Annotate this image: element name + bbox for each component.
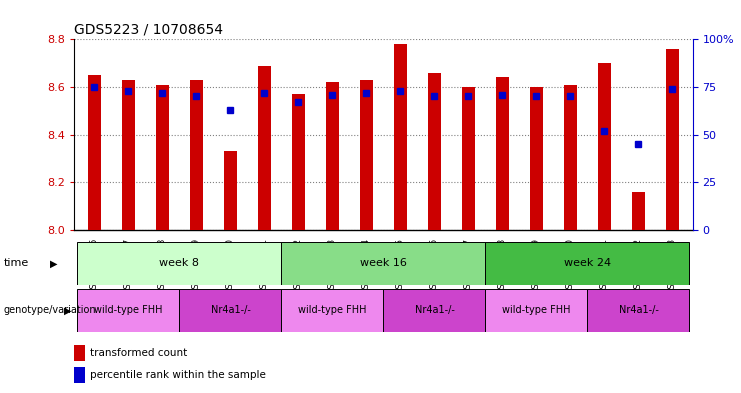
Text: week 8: week 8 [159, 258, 199, 268]
Text: Nr4a1-/-: Nr4a1-/- [414, 305, 454, 316]
Text: ▶: ▶ [50, 258, 57, 268]
Text: wild-type FHH: wild-type FHH [298, 305, 367, 316]
Bar [631, 192, 645, 230]
Bar [326, 82, 339, 230]
Text: week 24: week 24 [564, 258, 611, 268]
Bar [78, 289, 179, 332]
Text: wild-type FHH: wild-type FHH [94, 305, 163, 316]
Bar [588, 289, 689, 332]
Bar [292, 94, 305, 230]
Text: ▶: ▶ [64, 305, 72, 316]
Bar [74, 345, 85, 362]
Bar [190, 80, 203, 230]
Text: transformed count: transformed count [90, 348, 187, 358]
Bar [485, 289, 588, 332]
Bar [78, 242, 282, 285]
Bar [598, 63, 611, 230]
Bar [393, 44, 408, 230]
Bar [74, 367, 85, 383]
Bar [224, 151, 237, 230]
Bar [87, 75, 102, 230]
Bar [462, 87, 475, 230]
Bar [564, 84, 577, 230]
Bar [428, 73, 441, 230]
Bar [258, 66, 271, 230]
Bar [282, 242, 485, 285]
Bar [179, 289, 282, 332]
Bar [282, 289, 384, 332]
Text: week 16: week 16 [360, 258, 407, 268]
Text: percentile rank within the sample: percentile rank within the sample [90, 370, 265, 380]
Bar [156, 84, 169, 230]
Bar [496, 77, 509, 230]
Bar [122, 80, 136, 230]
Text: Nr4a1-/-: Nr4a1-/- [210, 305, 250, 316]
Bar [530, 87, 543, 230]
Text: wild-type FHH: wild-type FHH [502, 305, 571, 316]
Bar [359, 80, 373, 230]
Bar [485, 242, 689, 285]
Text: Nr4a1-/-: Nr4a1-/- [619, 305, 658, 316]
Bar [665, 49, 679, 230]
Text: time: time [4, 258, 29, 268]
Text: GDS5223 / 10708654: GDS5223 / 10708654 [74, 23, 223, 37]
Bar [384, 289, 485, 332]
Text: genotype/variation: genotype/variation [4, 305, 96, 316]
